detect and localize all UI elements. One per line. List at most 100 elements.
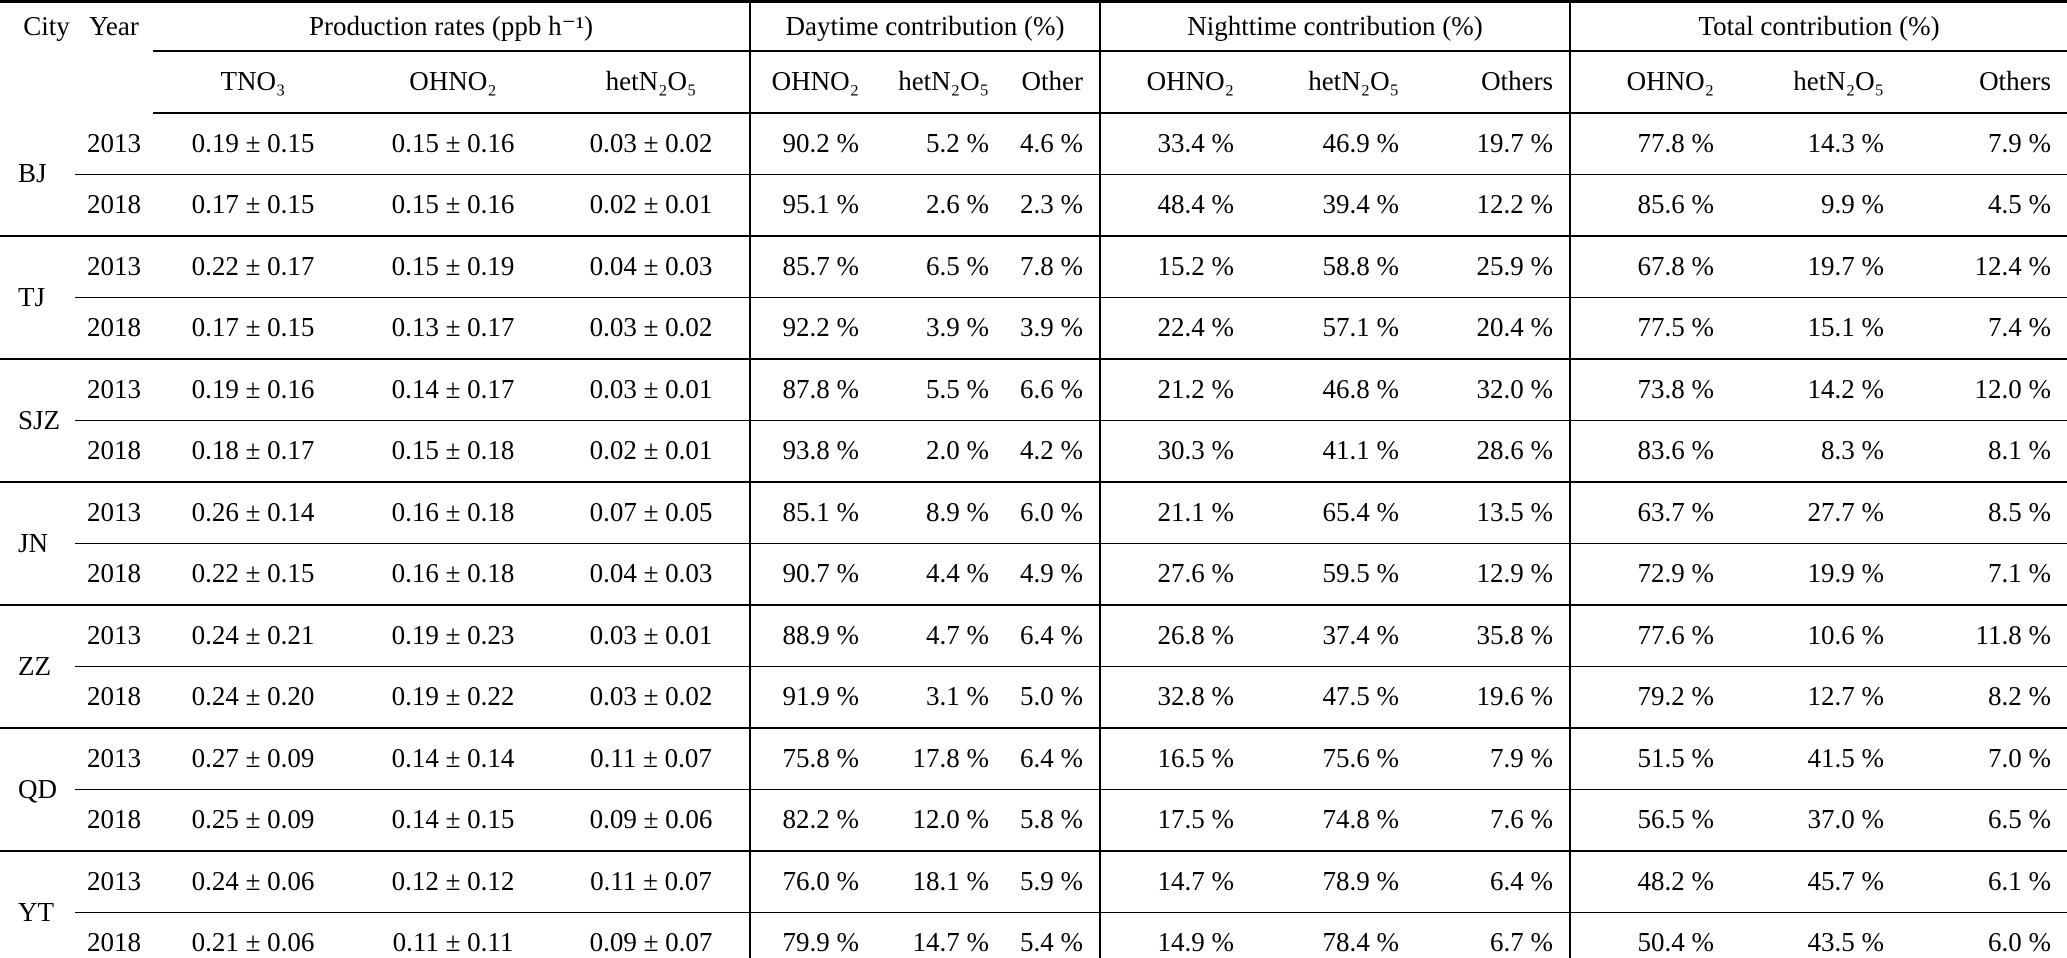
year-cell: 2013 (75, 605, 153, 667)
nighttime-value-cell: 35.8 % (1415, 605, 1571, 667)
total-value-cell: 14.2 % (1730, 359, 1901, 421)
year-cell: 2013 (75, 236, 153, 298)
daytime-value-cell: 4.2 % (1005, 420, 1101, 483)
nighttime-value-cell: 26.8 % (1099, 605, 1251, 667)
nighttime-value-cell: 16.5 % (1099, 728, 1251, 790)
production-value-cell: 0.24 ± 0.21 (153, 605, 353, 667)
nighttime-value-cell: 6.7 % (1415, 912, 1571, 958)
group-header-daytime-contribution: Daytime contribution (%) (748, 1, 1101, 52)
year-cell: 2018 (75, 666, 153, 729)
column-header-others-nighttime: Others (1415, 51, 1571, 114)
daytime-value-cell: 3.9 % (875, 297, 1005, 360)
table-row: 2018 0.22 ± 0.15 0.16 ± 0.18 0.04 ± 0.03 90.… (0, 543, 2067, 606)
daytime-value-cell: 4.6 % (1005, 113, 1101, 175)
total-value-cell: 51.5 % (1569, 728, 1731, 790)
daytime-value-cell: 4.7 % (875, 605, 1005, 667)
production-value-cell: 0.11 ± 0.07 (553, 728, 750, 790)
production-value-cell: 0.18 ± 0.17 (153, 420, 353, 483)
daytime-value-cell: 5.5 % (875, 359, 1005, 421)
table-row: QD 2013 0.27 ± 0.09 0.14 ± 0.14 0.11 ± 0.07 7… (0, 728, 2067, 852)
daytime-value-cell: 95.1 % (749, 174, 875, 237)
nighttime-value-cell: 46.8 % (1250, 359, 1416, 421)
column-header-ohno2-production: OHNO₂ (353, 51, 553, 114)
production-value-cell: 0.13 ± 0.17 (353, 297, 553, 360)
total-value-cell: 48.2 % (1569, 851, 1731, 913)
column-header-city: City (23, 11, 70, 41)
total-value-cell: 67.8 % (1569, 236, 1731, 298)
daytime-value-cell: 90.2 % (749, 113, 875, 175)
year-cell: 2018 (75, 789, 153, 852)
total-value-cell: 19.9 % (1730, 543, 1901, 606)
total-value-cell: 14.3 % (1730, 113, 1901, 175)
total-value-cell: 63.7 % (1569, 482, 1731, 544)
sub-header-row: TNO₃ OHNO₂ hetN₂O₅ OHNO₂ hetN₂O₅ Other O… (0, 51, 2067, 114)
production-value-cell: 0.02 ± 0.01 (553, 174, 750, 237)
total-value-cell: 72.9 % (1569, 543, 1731, 606)
total-value-cell: 12.7 % (1730, 666, 1901, 729)
nighttime-value-cell: 58.8 % (1250, 236, 1416, 298)
daytime-value-cell: 87.8 % (749, 359, 875, 421)
nighttime-value-cell: 74.8 % (1250, 789, 1416, 852)
city-cell: QD (0, 728, 75, 852)
table-row: TJ 2013 0.22 ± 0.17 0.15 ± 0.19 0.04 ± 0.03 8… (0, 236, 2067, 360)
table-row: 2018 0.17 ± 0.15 0.13 ± 0.17 0.03 ± 0.02 92.… (0, 297, 2067, 360)
total-value-cell: 41.5 % (1730, 728, 1901, 790)
table-row: BJ 2013 0.19 ± 0.15 0.15 ± 0.16 0.03 ± 0.02 9… (0, 113, 2067, 237)
total-value-cell: 77.8 % (1569, 113, 1731, 175)
daytime-value-cell: 6.0 % (1005, 482, 1101, 544)
nighttime-value-cell: 22.4 % (1099, 297, 1251, 360)
column-header-year: Year (89, 11, 139, 41)
total-value-cell: 7.9 % (1900, 113, 2067, 175)
daytime-value-cell: 4.4 % (875, 543, 1005, 606)
daytime-value-cell: 90.7 % (749, 543, 875, 606)
city-cell: BJ (0, 113, 75, 237)
table-row: 2018 0.24 ± 0.20 0.19 ± 0.22 0.03 ± 0.02 91.… (0, 666, 2067, 729)
city-cell: SJZ (0, 359, 75, 483)
daytime-value-cell: 85.1 % (749, 482, 875, 544)
total-value-cell: 8.1 % (1900, 420, 2067, 483)
total-value-cell: 6.0 % (1900, 912, 2067, 958)
total-value-cell: 9.9 % (1730, 174, 1901, 237)
production-value-cell: 0.19 ± 0.15 (153, 113, 353, 175)
total-value-cell: 19.7 % (1730, 236, 1901, 298)
column-header-hetn2o5-production: hetN₂O₅ (553, 51, 750, 114)
table-row: ZZ 2013 0.24 ± 0.21 0.19 ± 0.23 0.03 ± 0.01 8… (0, 605, 2067, 729)
daytime-value-cell: 3.9 % (1005, 297, 1101, 360)
city-cell: TJ (0, 236, 75, 360)
year-cell: 2018 (75, 912, 153, 958)
total-value-cell: 43.5 % (1730, 912, 1901, 958)
nighttime-value-cell: 15.2 % (1099, 236, 1251, 298)
group-header-row: City Year Production rates (ppb h⁻¹) Day… (0, 1, 2067, 52)
nighttime-value-cell: 21.2 % (1099, 359, 1251, 421)
total-value-cell: 6.5 % (1900, 789, 2067, 852)
production-value-cell: 0.27 ± 0.09 (153, 728, 353, 790)
production-value-cell: 0.02 ± 0.01 (553, 420, 750, 483)
nighttime-value-cell: 30.3 % (1099, 420, 1251, 483)
nighttime-value-cell: 7.9 % (1415, 728, 1571, 790)
total-value-cell: 85.6 % (1569, 174, 1731, 237)
table-body: BJ 2013 0.19 ± 0.15 0.15 ± 0.16 0.03 ± 0.02 9… (0, 113, 2067, 958)
nighttime-value-cell: 28.6 % (1415, 420, 1571, 483)
daytime-value-cell: 92.2 % (749, 297, 875, 360)
nighttime-value-cell: 14.9 % (1099, 912, 1251, 958)
table-row: 2018 0.25 ± 0.09 0.14 ± 0.15 0.09 ± 0.06 82.… (0, 789, 2067, 852)
production-value-cell: 0.03 ± 0.01 (553, 359, 750, 421)
nighttime-value-cell: 19.7 % (1415, 113, 1571, 175)
year-cell: 2018 (75, 297, 153, 360)
nighttime-value-cell: 57.1 % (1250, 297, 1416, 360)
column-header-ohno2-nighttime: OHNO₂ (1099, 51, 1251, 114)
group-header-total-contribution: Total contribution (%) (1569, 1, 2067, 52)
production-value-cell: 0.15 ± 0.19 (353, 236, 553, 298)
daytime-value-cell: 5.0 % (1005, 666, 1101, 729)
group-header-production-rates: Production rates (ppb h⁻¹) (153, 1, 750, 52)
year-cell: 2013 (75, 113, 153, 175)
production-value-cell: 0.15 ± 0.16 (353, 174, 553, 237)
daytime-value-cell: 8.9 % (875, 482, 1005, 544)
nighttime-value-cell: 59.5 % (1250, 543, 1416, 606)
daytime-value-cell: 18.1 % (875, 851, 1005, 913)
daytime-value-cell: 6.4 % (1005, 728, 1101, 790)
total-value-cell: 56.5 % (1569, 789, 1731, 852)
nighttime-value-cell: 6.4 % (1415, 851, 1571, 913)
production-value-cell: 0.14 ± 0.17 (353, 359, 553, 421)
